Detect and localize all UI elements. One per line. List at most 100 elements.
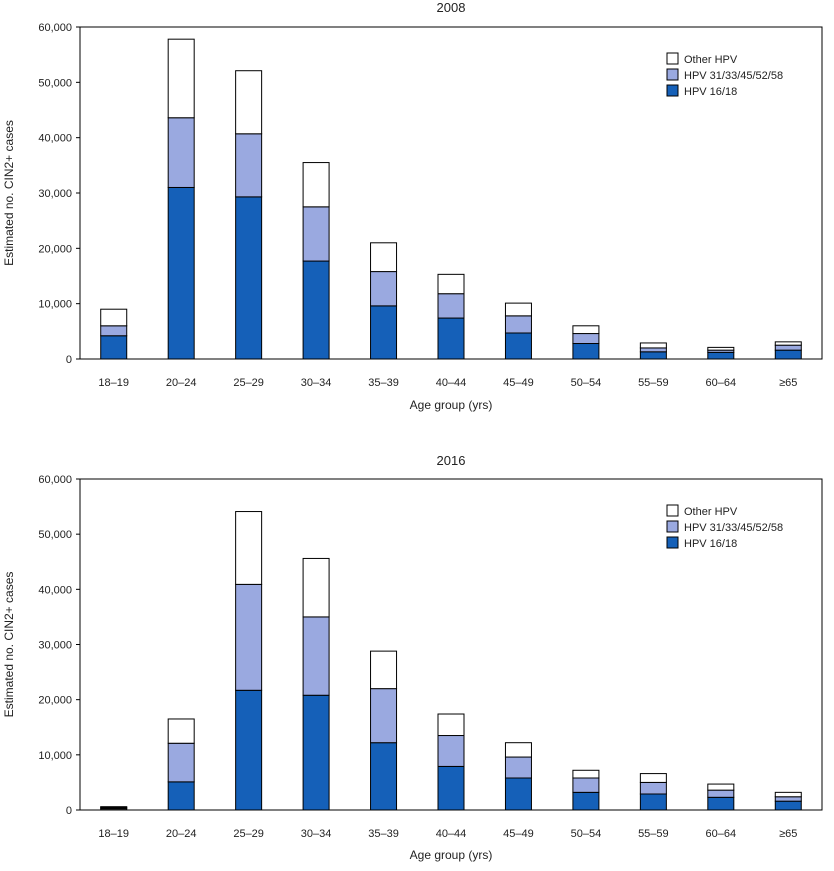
x-tick-label: 40–44: [436, 377, 467, 389]
bar-segment-hpv3133: [302, 206, 330, 262]
bar-stack-50–54: [572, 325, 600, 360]
bar-stack-30–34: [302, 557, 330, 811]
bar-segment-other: [437, 713, 465, 737]
bar-stack-45–49: [504, 742, 532, 811]
y-axis-label: Estimated no. CIN2+ cases: [2, 120, 16, 266]
y-tick-label: 50,000: [38, 529, 72, 541]
x-tick-label: ≥65: [779, 828, 797, 840]
bar-segment-other: [302, 557, 330, 618]
x-tick-label: 60–64: [706, 377, 737, 389]
y-tick-label: 40,000: [38, 584, 72, 596]
bar-segment-other: [774, 341, 802, 346]
y-tick-label: 30,000: [38, 188, 72, 200]
bar-stack-35–39: [370, 650, 398, 811]
legend-swatch-other: [666, 504, 679, 517]
y-tick-label: 0: [66, 354, 72, 366]
y-tick-label: 20,000: [38, 243, 72, 255]
bar-segment-hpv1618: [707, 796, 735, 811]
x-tick-label: 25–29: [233, 828, 264, 840]
bar-segment-hpv3133: [437, 293, 465, 319]
bar-segment-hpv3133: [100, 325, 128, 337]
bar-segment-other: [167, 718, 195, 744]
bar-segment-other: [572, 325, 600, 335]
x-tick-label: ≥65: [779, 377, 797, 389]
bar-segment-hpv3133: [370, 271, 398, 307]
bar-segment-hpv1618: [707, 351, 735, 360]
bar-segment-hpv3133: [639, 781, 667, 795]
bar-segment-other: [235, 70, 263, 135]
bar-segment-hpv1618: [639, 351, 667, 360]
bar-stack-55–59: [639, 773, 667, 811]
bar-segment-other: [235, 511, 263, 585]
x-tick-label: 18–19: [98, 377, 129, 389]
bar-segment-hpv1618: [774, 800, 802, 811]
legend-label-other: Other HPV: [684, 506, 738, 518]
legend: Other HPV HPV 31/33/45/52/58 HPV 16/18: [666, 504, 783, 550]
x-tick-label: 35–39: [368, 377, 399, 389]
x-tick-label: 20–24: [166, 377, 197, 389]
bar-segment-other: [639, 342, 667, 349]
bar-segment-hpv1618: [504, 777, 532, 811]
bar-segment-hpv3133: [504, 756, 532, 779]
legend-label-other: Other HPV: [684, 54, 738, 66]
y-tick-label: 60,000: [38, 22, 72, 34]
y-tick-label: 40,000: [38, 133, 72, 145]
bar-stack-≥65: [774, 791, 802, 811]
y-tick-label: 20,000: [38, 695, 72, 707]
bar-segment-other: [100, 806, 128, 808]
bar-segment-hpv1618: [572, 791, 600, 811]
chart-title: 2016: [437, 453, 466, 468]
bar-segment-hpv1618: [437, 317, 465, 360]
bar-segment-hpv1618: [100, 335, 128, 360]
bar-segment-hpv1618: [167, 186, 195, 360]
legend-label-hpv1618: HPV 16/18: [684, 86, 737, 98]
legend-label-hpv3133: HPV 31/33/45/52/58: [684, 522, 783, 534]
bar-stack-55–59: [639, 342, 667, 360]
legend-swatch-other: [666, 52, 679, 65]
bar-segment-other: [504, 742, 532, 758]
bar-stack-20–24: [167, 38, 195, 360]
bar-stack-≥65: [774, 341, 802, 360]
bar-segment-other: [370, 650, 398, 690]
bar-segment-hpv3133: [504, 315, 532, 334]
chart-title: 2008: [437, 0, 466, 15]
y-tick-label: 0: [66, 805, 72, 817]
bar-segment-hpv3133: [235, 583, 263, 691]
x-tick-label: 60–64: [706, 828, 737, 840]
bar-segment-hpv1618: [370, 742, 398, 811]
y-tick-label: 10,000: [38, 299, 72, 311]
y-tick-label: 30,000: [38, 640, 72, 652]
bar-segment-other: [707, 346, 735, 351]
x-tick-label: 55–59: [638, 377, 669, 389]
bar-segment-hpv3133: [302, 616, 330, 696]
y-tick-label: 50,000: [38, 77, 72, 89]
legend: Other HPV HPV 31/33/45/52/58 HPV 16/18: [666, 52, 783, 98]
x-axis-label: Age group (yrs): [410, 848, 493, 862]
bar-segment-hpv1618: [370, 305, 398, 360]
x-tick-label: 20–24: [166, 828, 197, 840]
bar-segment-hpv1618: [235, 196, 263, 360]
bar-segment-hpv1618: [437, 765, 465, 811]
bar-stack-60–64: [707, 346, 735, 360]
bar-segment-hpv3133: [639, 347, 667, 353]
bar-segment-other: [707, 783, 735, 791]
x-tick-label: 18–19: [98, 828, 129, 840]
bar-segment-other: [774, 791, 802, 798]
bar-segment-hpv1618: [167, 781, 195, 811]
y-tick-label: 10,000: [38, 750, 72, 762]
y-tick-label: 60,000: [38, 474, 72, 486]
bar-stack-18–19: [100, 308, 128, 360]
bar-stack-40–44: [437, 273, 465, 360]
bar-segment-other: [370, 242, 398, 273]
x-tick-label: 30–34: [301, 377, 332, 389]
bar-segment-other: [302, 162, 330, 208]
x-tick-label: 55–59: [638, 828, 669, 840]
bar-segment-hpv3133: [370, 688, 398, 744]
bar-segment-other: [437, 273, 465, 295]
bar-stack-25–29: [235, 70, 263, 360]
bar-segment-hpv3133: [774, 796, 802, 802]
bar-segment-hpv1618: [774, 349, 802, 360]
bar-stack-25–29: [235, 511, 263, 811]
bar-segment-other: [167, 38, 195, 119]
